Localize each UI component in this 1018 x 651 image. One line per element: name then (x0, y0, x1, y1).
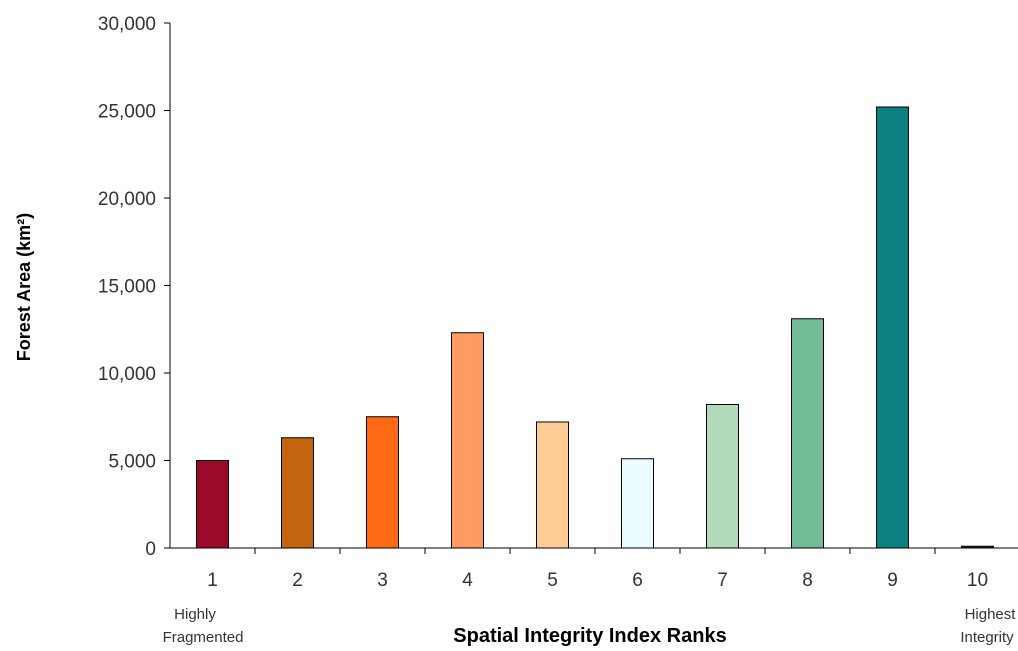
y-tick-label: 5,000 (108, 452, 156, 473)
bar-rank-5 (536, 421, 569, 549)
x-tick-label: 3 (377, 570, 388, 591)
y-axis-ticks: 0 5,000 10,000 15,000 20,000 25,000 30,000 (98, 14, 170, 560)
x-tick-label: 9 (887, 570, 898, 591)
x-axis-ticks: 1 2 3 4 5 6 7 8 9 10 (207, 548, 988, 591)
bar-rank-9 (876, 106, 909, 549)
annotation-integrity: Integrity (960, 629, 1014, 646)
bar-rank-2 (281, 437, 314, 549)
x-tick-label: 6 (632, 570, 643, 591)
bar-rank-1 (196, 460, 229, 549)
annotation-fragmented: Fragmented (163, 629, 244, 646)
x-axis-title: Spatial Integrity Index Ranks (453, 625, 726, 647)
bar-rank-8 (791, 318, 824, 549)
bar-rank-7 (706, 404, 739, 549)
annotation-highest: Highest (965, 606, 1017, 623)
bars-group (196, 106, 994, 549)
bar-rank-6 (621, 458, 654, 549)
y-tick-label: 30,000 (98, 14, 156, 35)
y-tick-label: 10,000 (98, 364, 156, 385)
y-tick-label: 25,000 (98, 102, 156, 123)
x-tick-label: 8 (802, 570, 813, 591)
bar-rank-4 (451, 332, 484, 549)
bar-rank-3 (366, 416, 399, 549)
x-tick-label: 2 (292, 570, 303, 591)
y-tick-label: 15,000 (98, 277, 156, 298)
x-tick-label: 10 (967, 570, 988, 591)
annotation-highly: Highly (174, 606, 216, 623)
x-tick-label: 7 (717, 570, 728, 591)
x-tick-label: 4 (462, 570, 473, 591)
y-axis-title: Forest Area (km²) (14, 213, 34, 361)
x-tick-label: 1 (207, 570, 218, 591)
x-tick-label: 5 (547, 570, 558, 591)
y-tick-label: 0 (145, 539, 156, 560)
y-tick-label: 20,000 (98, 189, 156, 210)
